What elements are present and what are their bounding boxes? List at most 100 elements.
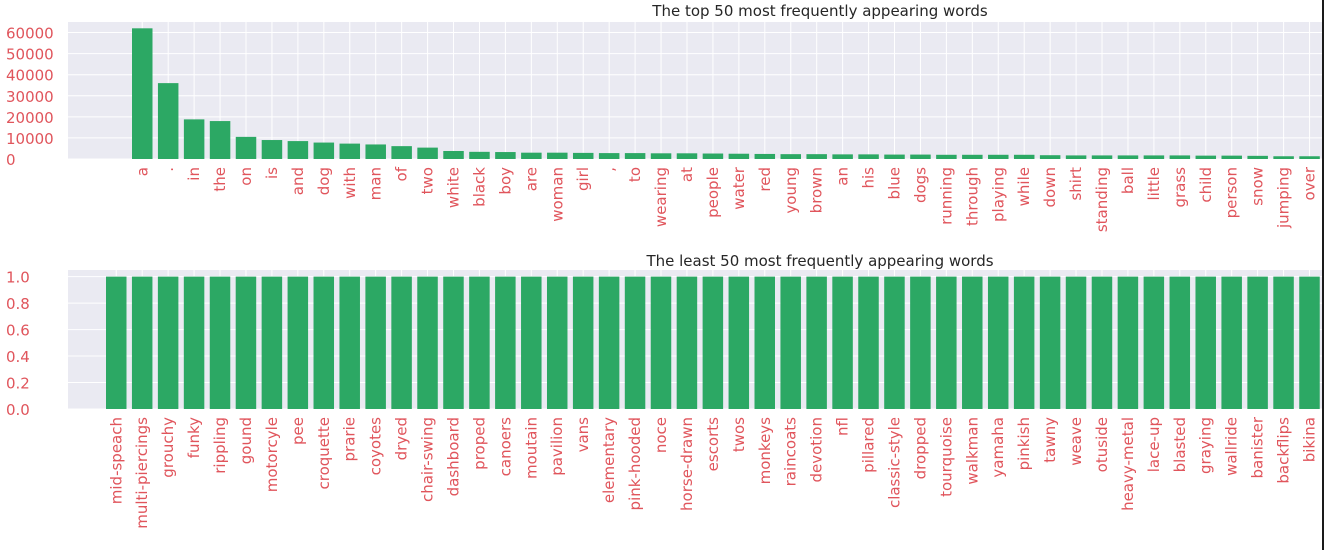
top-words-x-tick-label: and [289, 167, 307, 195]
top-words-bar [1065, 155, 1087, 159]
least-words-x-tick-label: horse-drawn [678, 417, 696, 511]
least-words-x-tick-label: dashboard [444, 417, 462, 496]
least-words-x-tick-label: coyotes [367, 417, 385, 476]
least-words-bar [780, 276, 801, 409]
top-words-x-tick-label: are [522, 167, 540, 191]
least-words-bar [235, 276, 257, 409]
least-words-x-tick-label: weave [1067, 417, 1085, 466]
least-words-bar [1117, 276, 1139, 409]
least-words-bar [131, 276, 153, 409]
top-words-x-tick-label: dog [315, 167, 333, 195]
top-words-bar [339, 143, 361, 159]
least-words-bar [936, 276, 957, 409]
top-words-bar [598, 153, 620, 159]
top-words-x-tick-label: an [834, 167, 852, 186]
top-words-bar [1039, 155, 1061, 159]
least-words-x-tick-label: banister [1249, 416, 1267, 478]
least-words-bar [1247, 276, 1268, 409]
top-words-plot-area [68, 22, 1322, 159]
top-words-bar [832, 154, 853, 159]
window-edge [1322, 0, 1324, 550]
top-words-bar [1169, 155, 1191, 159]
top-words-y-tick-label: 50000 [6, 46, 54, 64]
least-words-x-tick-label: devotion [808, 417, 826, 483]
top-words-x-tick-label: dogs [911, 167, 929, 203]
top-words-bar [1221, 155, 1242, 159]
top-words-x-tick-label: person [1223, 167, 1241, 218]
least-words-bar [598, 276, 620, 409]
top-words-x-tick-label: wearing [652, 167, 670, 227]
top-words-x-tick-label: girl [574, 167, 592, 191]
top-words-x-tick-label: young [782, 167, 800, 214]
top-words-x-tick-label: down [1041, 167, 1059, 207]
least-words-x-tick-label: proped [470, 417, 488, 470]
least-words-bar [1169, 276, 1191, 409]
least-words-bar [339, 276, 360, 409]
least-words-x-tick-label: monkeys [756, 417, 774, 485]
top-words-x-tick-label: ball [1119, 167, 1137, 194]
least-words-x-tick-label: mid-speach [107, 417, 125, 504]
top-words-chart-title: The top 50 most frequently appearing wor… [651, 2, 988, 20]
least-words-x-tick-label: moutain [522, 417, 540, 479]
top-words-x-tick-label: little [1145, 167, 1163, 201]
top-words-x-tick-label: blue [886, 167, 904, 199]
top-words-bar [572, 152, 594, 159]
least-words-bar [521, 276, 542, 409]
top-words-bar [1143, 155, 1165, 159]
top-words-bar [313, 142, 335, 159]
top-words-bar [157, 83, 179, 159]
least-words-x-tick-label: bikina [1300, 417, 1318, 462]
least-words-bar [209, 276, 231, 409]
least-words-x-tick-label: yamaha [989, 417, 1007, 478]
least-words-x-tick-label: dryed [393, 417, 411, 460]
top-words-bar [910, 154, 931, 159]
least-words-x-tick-label: classic-style [885, 417, 903, 508]
top-words-x-tick-label: grass [1171, 167, 1189, 208]
least-words-x-tick-label: pillared [860, 417, 878, 473]
least-words-x-tick-label: elementary [600, 417, 618, 503]
least-words-bar [417, 276, 438, 409]
least-words-y-tick-label: 0.8 [6, 295, 30, 313]
least-words-x-tick-label: canoers [496, 417, 514, 477]
top-words-bar [676, 153, 698, 159]
top-words-x-tick-label: his [860, 167, 878, 189]
top-words-x-tick-label: brown [808, 167, 826, 213]
top-words-x-tick-label: . [159, 167, 177, 172]
least-words-chart: The least 50 most frequently appearing w… [6, 252, 1322, 529]
least-words-x-tick-label: twos [730, 417, 748, 452]
top-words-bar [209, 121, 231, 159]
least-words-y-tick-label: 0.4 [6, 348, 30, 366]
least-words-bar [443, 276, 464, 409]
least-words-x-tick-label: rippling [211, 417, 229, 474]
least-words-bar [702, 276, 724, 409]
top-words-bar [962, 154, 983, 159]
least-words-bar [1013, 276, 1035, 409]
top-words-bar [754, 153, 776, 159]
top-words-chart: The top 50 most frequently appearing wor… [6, 2, 1322, 232]
top-words-y-tick-label: 40000 [6, 67, 54, 85]
least-words-x-tick-label: pee [289, 417, 307, 445]
least-words-bar [1273, 276, 1294, 409]
least-words-bar [183, 276, 205, 409]
least-words-x-tick-label: wallride [1223, 417, 1241, 476]
top-words-y-tick-label: 10000 [6, 130, 54, 148]
top-words-bar [624, 153, 646, 159]
least-words-bar [676, 276, 698, 409]
top-words-bar [547, 152, 568, 159]
least-words-bar [858, 276, 879, 409]
top-words-x-tick-label: of [393, 166, 411, 181]
top-words-x-tick-label: in [185, 167, 203, 181]
top-words-x-tick-label: through [963, 167, 981, 226]
least-words-bar [650, 276, 672, 409]
top-words-x-tick-label: water [730, 166, 748, 210]
least-words-x-tick-label: grouchy [159, 417, 177, 478]
least-words-y-tick-label: 1.0 [6, 269, 30, 287]
least-words-bar [910, 276, 931, 409]
least-words-bar [754, 276, 775, 409]
top-words-bar [884, 154, 905, 159]
top-words-x-tick-label: while [1015, 167, 1033, 206]
least-words-x-tick-label: croquette [315, 417, 333, 490]
least-words-x-tick-label: chair-swing [419, 417, 437, 502]
top-words-bar [183, 119, 205, 159]
